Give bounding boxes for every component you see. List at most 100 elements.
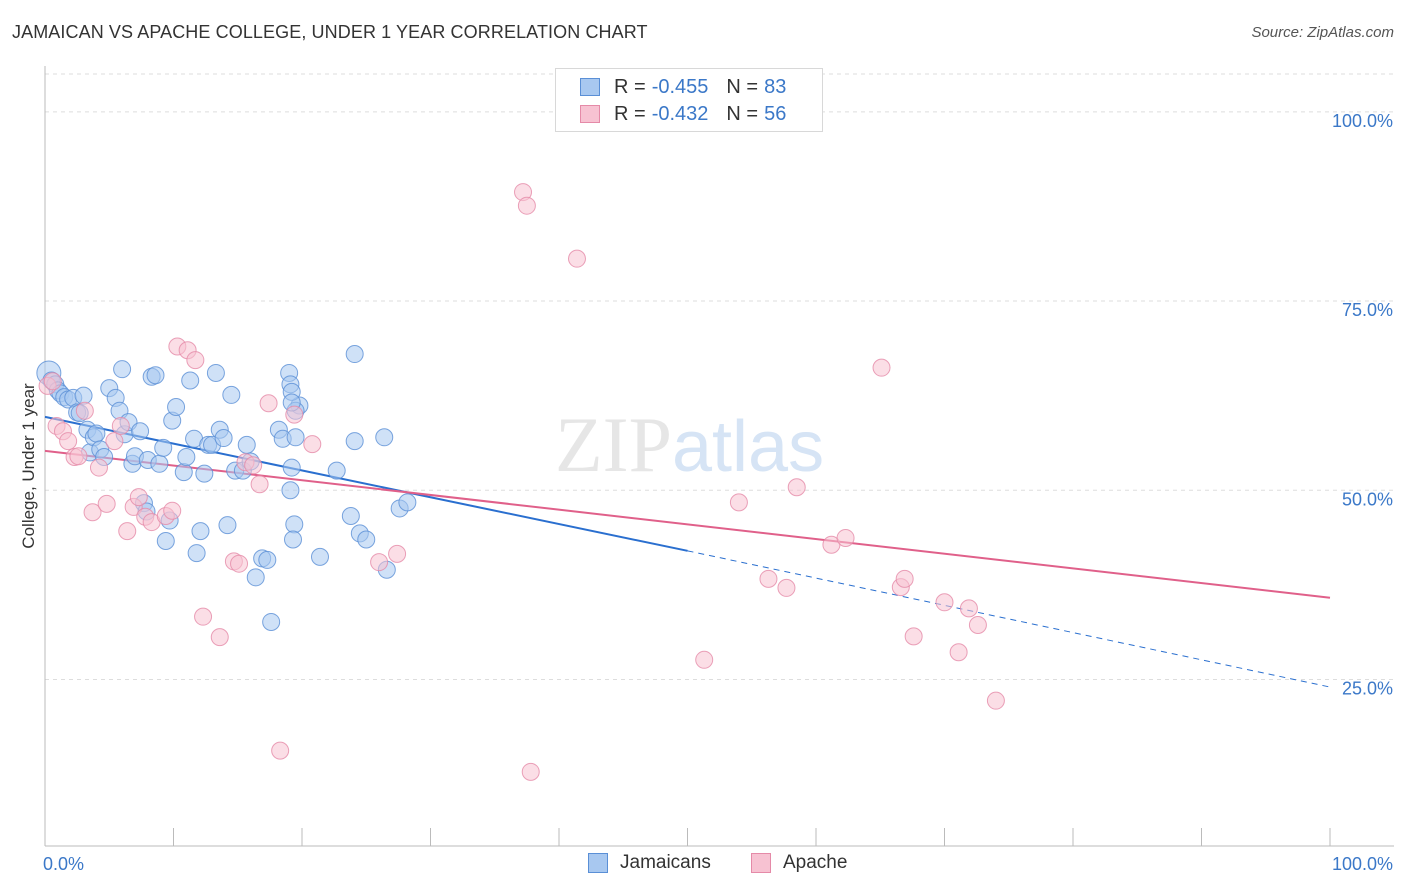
jamaicans-legend-swatch	[588, 853, 608, 873]
apache-swatch	[580, 105, 600, 123]
apache-point	[271, 741, 290, 760]
x-tick-label: 100.0%	[1332, 854, 1393, 874]
y-tick-label: 100.0%	[1332, 111, 1393, 131]
jamaicans-point	[214, 429, 233, 448]
apache-point	[303, 435, 322, 454]
apache-point	[949, 643, 968, 662]
jamaicans-point	[177, 447, 196, 466]
legend-item-jamaicans[interactable]: Jamaicans	[588, 852, 711, 874]
legend-n-label: N =	[726, 75, 759, 98]
apache-point	[244, 456, 263, 475]
jamaicans-point	[237, 435, 256, 454]
grid-lines	[45, 73, 1394, 680]
apache-point	[872, 358, 891, 377]
jamaicans-trend-extension	[687, 550, 1331, 688]
apache-point	[69, 447, 88, 466]
jamaicans-point	[262, 612, 281, 631]
apache-point	[259, 394, 278, 413]
legend-r-label: R =	[614, 102, 646, 125]
legend-row-apache: R = -0.432 N = 56	[580, 102, 786, 126]
apache-point	[729, 493, 748, 512]
jamaicans-point	[167, 398, 186, 417]
legend-r-value: -0.455	[651, 75, 709, 98]
jamaicans-point	[187, 544, 206, 563]
chart-title: JAMAICAN VS APACHE COLLEGE, UNDER 1 YEAR…	[12, 22, 648, 42]
jamaicans-point	[282, 458, 301, 477]
jamaicans-point	[398, 493, 417, 512]
jamaicans-point	[285, 515, 304, 534]
apache-point	[59, 432, 78, 451]
jamaicans-point	[357, 530, 376, 549]
jamaicans-point	[131, 422, 150, 441]
jamaicans-point	[181, 371, 200, 390]
apache-point	[75, 401, 94, 420]
jamaicans-point	[150, 454, 169, 473]
y-tick-label: 25.0%	[1342, 678, 1393, 698]
jamaicans-point	[310, 547, 329, 566]
jamaicans-point	[174, 463, 193, 482]
apache-point	[89, 458, 108, 477]
jamaicans-point	[74, 386, 93, 405]
legend-n-label: N =	[726, 102, 759, 125]
apache-point	[97, 494, 116, 513]
apache-point	[517, 196, 536, 215]
jamaicans-point	[341, 507, 360, 526]
apache-point	[129, 488, 148, 507]
legend-n-value: 83	[764, 75, 787, 98]
legend-item-apache[interactable]: Apache	[751, 852, 847, 874]
apache-point	[695, 650, 714, 669]
jamaicans-point	[154, 438, 173, 457]
apache-point	[210, 628, 229, 647]
legend-r-label: R =	[614, 75, 646, 98]
jamaicans-point	[218, 516, 237, 535]
legend-r-value: -0.432	[651, 102, 709, 125]
apache-point	[521, 762, 540, 781]
y-axis-title: College, Under 1 year	[19, 383, 38, 549]
tick-labels: 25.0% 50.0% 75.0% 100.0% 0.0% 100.0% College, …	[19, 111, 1393, 874]
jamaicans-point	[281, 481, 300, 500]
apache-legend-label: Apache	[783, 852, 848, 873]
apache-point	[118, 522, 137, 541]
apache-point	[959, 599, 978, 618]
jamaicans-point	[246, 568, 265, 587]
x-tick-label: 0.0%	[43, 854, 84, 874]
y-tick-label: 75.0%	[1342, 300, 1393, 320]
jamaicans-swatch	[580, 78, 600, 96]
apache-point	[285, 405, 304, 424]
watermark: ZIPatlas	[555, 400, 824, 490]
axes	[44, 66, 1394, 847]
watermark-zip: ZIP	[555, 401, 672, 488]
apache-point	[777, 578, 796, 597]
data-points	[36, 183, 1005, 781]
apache-point	[83, 503, 102, 522]
jamaicans-legend-label: Jamaicans	[620, 852, 711, 873]
apache-point	[388, 544, 407, 563]
apache-point	[787, 478, 806, 497]
apache-point	[836, 528, 855, 547]
stats-legend: R = -0.455 N = 83 R = -0.432 N = 56	[555, 68, 823, 132]
source-label: Source: ZipAtlas.com	[1251, 24, 1394, 41]
apache-point	[194, 607, 213, 626]
apache-legend-swatch	[751, 853, 771, 873]
legend-row-jamaicans: R = -0.455 N = 83	[580, 75, 786, 99]
legend-n-value: 56	[764, 102, 787, 125]
y-tick-label: 50.0%	[1342, 489, 1393, 509]
jamaicans-point	[375, 428, 394, 447]
jamaicans-point	[222, 385, 241, 404]
apache-point	[895, 569, 914, 588]
apache-point	[904, 627, 923, 646]
apache-point	[370, 553, 389, 572]
apache-point	[43, 372, 62, 391]
jamaicans-point	[327, 461, 346, 480]
apache-point	[250, 475, 269, 494]
apache-point	[230, 554, 249, 573]
apache-point	[111, 416, 130, 435]
watermark-atlas: atlas	[672, 407, 825, 487]
jamaicans-trend-line	[44, 415, 688, 552]
jamaicans-point	[286, 428, 305, 447]
jamaicans-point	[258, 550, 277, 569]
jamaicans-point	[146, 366, 165, 385]
jamaicans-point	[345, 432, 364, 451]
jamaicans-point	[113, 360, 132, 379]
